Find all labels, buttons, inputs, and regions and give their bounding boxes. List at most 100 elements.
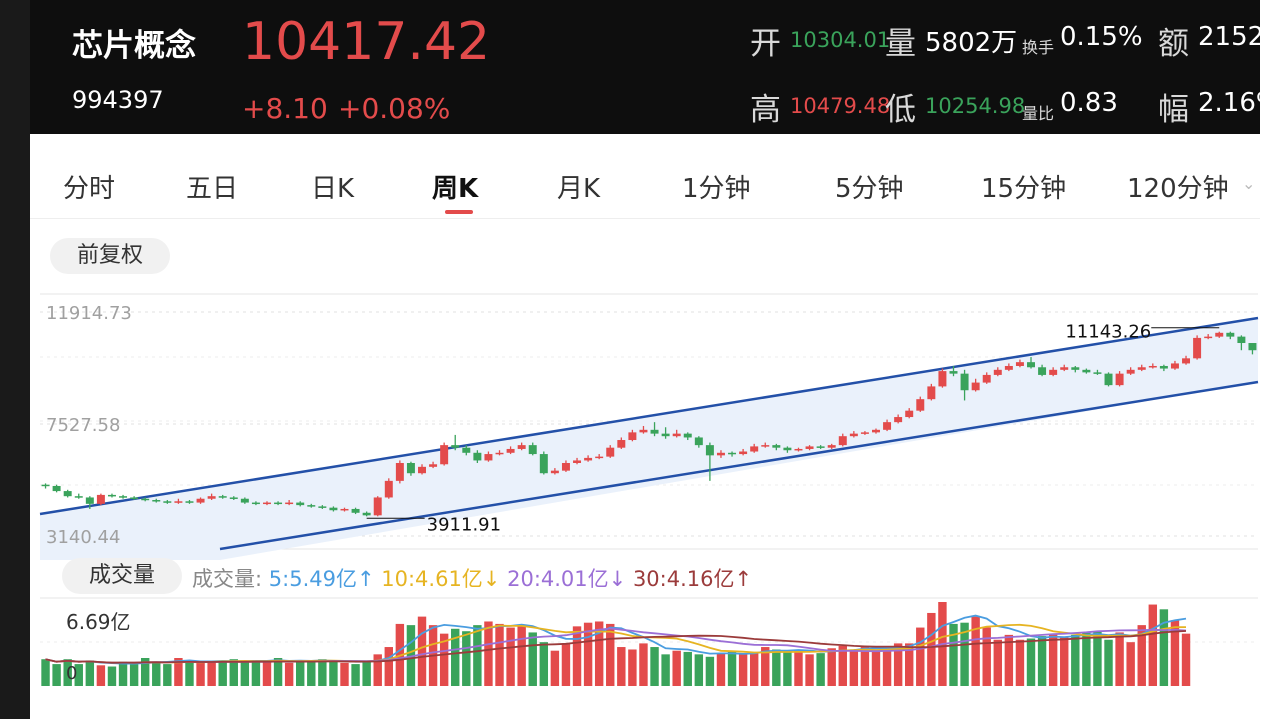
candle-body: [229, 497, 238, 499]
trend-channel-upper-line: [39, 316, 1259, 516]
tab-weekly-k[interactable]: 周K: [432, 174, 479, 204]
candle-body: [1182, 358, 1191, 364]
price-axis-label: 7527.58: [46, 415, 120, 436]
price-change: +8.10: [242, 92, 328, 125]
volume-bar: [473, 625, 482, 686]
candle-body: [263, 502, 271, 505]
candle-body: [1038, 367, 1047, 375]
volume-bar: [683, 651, 692, 686]
candle-body: [130, 497, 139, 499]
candle-body: [285, 502, 294, 505]
stock-code: 994397: [72, 86, 164, 114]
volume-bar: [860, 647, 870, 686]
volume-bar: [1060, 637, 1069, 686]
candle-body: [628, 432, 637, 441]
volume-ma30-line: [45, 630, 1187, 664]
volume-bar: [340, 662, 349, 686]
volume-bar: [916, 627, 925, 686]
turnover-label: 换手: [1022, 38, 1055, 57]
candle-body: [384, 480, 393, 498]
volume-bar: [1048, 633, 1058, 686]
chevron-down-icon[interactable]: ⌄: [1242, 174, 1256, 193]
volume-bar: [140, 658, 150, 686]
volume-bar: [484, 621, 493, 686]
candle-body: [739, 451, 748, 455]
tab-15min[interactable]: 15分钟: [981, 174, 1067, 204]
volume-bar: [1159, 609, 1169, 686]
candle-body: [982, 374, 991, 383]
candle-body: [1248, 343, 1257, 351]
scrollbar-track[interactable]: [1260, 0, 1280, 719]
candle-body: [96, 494, 105, 504]
candle-body: [174, 501, 183, 503]
volume-bar: [749, 651, 759, 686]
tab-1min[interactable]: 1分钟: [682, 174, 751, 204]
candle-body: [107, 494, 116, 497]
period-tabs: 分时 五日 日K 周K 月K 1分钟 5分钟 15分钟 120分钟 ⌄: [30, 148, 1260, 219]
candle-body: [1226, 332, 1235, 337]
min-annotation-label: 3911.91: [427, 514, 501, 535]
legend-ma5: 5:5.49亿↑: [268, 567, 375, 591]
volume-bar: [185, 660, 194, 686]
candle-body: [1071, 367, 1080, 370]
candle-body: [938, 371, 947, 387]
volume-bar: [1170, 620, 1180, 686]
volume-bar: [871, 650, 881, 686]
volume-bar: [284, 662, 294, 686]
amplitude-label: 幅: [1158, 92, 1189, 128]
adjust-selector[interactable]: 前复权: [50, 238, 170, 274]
candle-body: [894, 417, 903, 423]
volume-bar: [738, 654, 748, 686]
tab-five-day[interactable]: 五日: [186, 174, 239, 204]
price-axis-label: 11914.73: [46, 303, 132, 324]
candle-body: [550, 470, 559, 474]
candle-body: [872, 429, 880, 433]
volume-bar: [949, 623, 958, 686]
tab-daily-k[interactable]: 日K: [311, 174, 355, 204]
volume-bar: [439, 633, 449, 686]
candle-body: [827, 445, 836, 448]
candle-body: [185, 501, 194, 503]
volume-bar: [52, 664, 61, 686]
candle-body: [418, 466, 426, 474]
candle-body: [340, 508, 349, 511]
candle-body: [761, 445, 770, 447]
volume-bar: [107, 666, 117, 686]
volume-bar: [838, 645, 847, 686]
candle-body: [429, 464, 438, 467]
volume-bar: [174, 658, 183, 686]
legend-label: 成交量:: [192, 567, 263, 591]
vol-ratio-value: 0.83: [1060, 88, 1118, 118]
volume-indicator-selector[interactable]: 成交量: [62, 558, 182, 594]
volume-bar: [362, 661, 371, 686]
volume-bar: [74, 664, 83, 686]
candle-body: [1004, 365, 1013, 370]
candle-body: [373, 497, 382, 516]
volume-bar: [351, 664, 360, 686]
volume-bar: [905, 643, 914, 686]
volume-bar: [694, 654, 704, 686]
volume-bar: [727, 650, 737, 686]
candle-body: [639, 429, 648, 433]
tab-monthly-k[interactable]: 月K: [557, 174, 601, 204]
high-label: 高: [750, 92, 781, 128]
volume-bar: [583, 622, 593, 686]
volume-bar: [462, 631, 471, 686]
open-value: 10304.01: [790, 28, 891, 52]
candle-body: [728, 452, 737, 455]
volume-bar: [982, 627, 991, 686]
tab-intraday[interactable]: 分时: [63, 174, 116, 204]
candle-body: [329, 507, 338, 511]
amplitude-value: 2.16%: [1198, 88, 1260, 118]
candle-body: [274, 502, 283, 505]
volume-bar: [1071, 634, 1080, 686]
candle-body: [495, 452, 504, 455]
volume-bar: [661, 654, 670, 686]
tab-120min[interactable]: 120分钟: [1127, 174, 1229, 204]
candle-body: [462, 447, 471, 453]
volume-bar: [218, 661, 227, 686]
price-axis-label: 3140.44: [46, 527, 120, 548]
volume-bar: [816, 653, 825, 686]
tab-5min[interactable]: 5分钟: [835, 174, 904, 204]
volume-bar: [1126, 642, 1135, 686]
